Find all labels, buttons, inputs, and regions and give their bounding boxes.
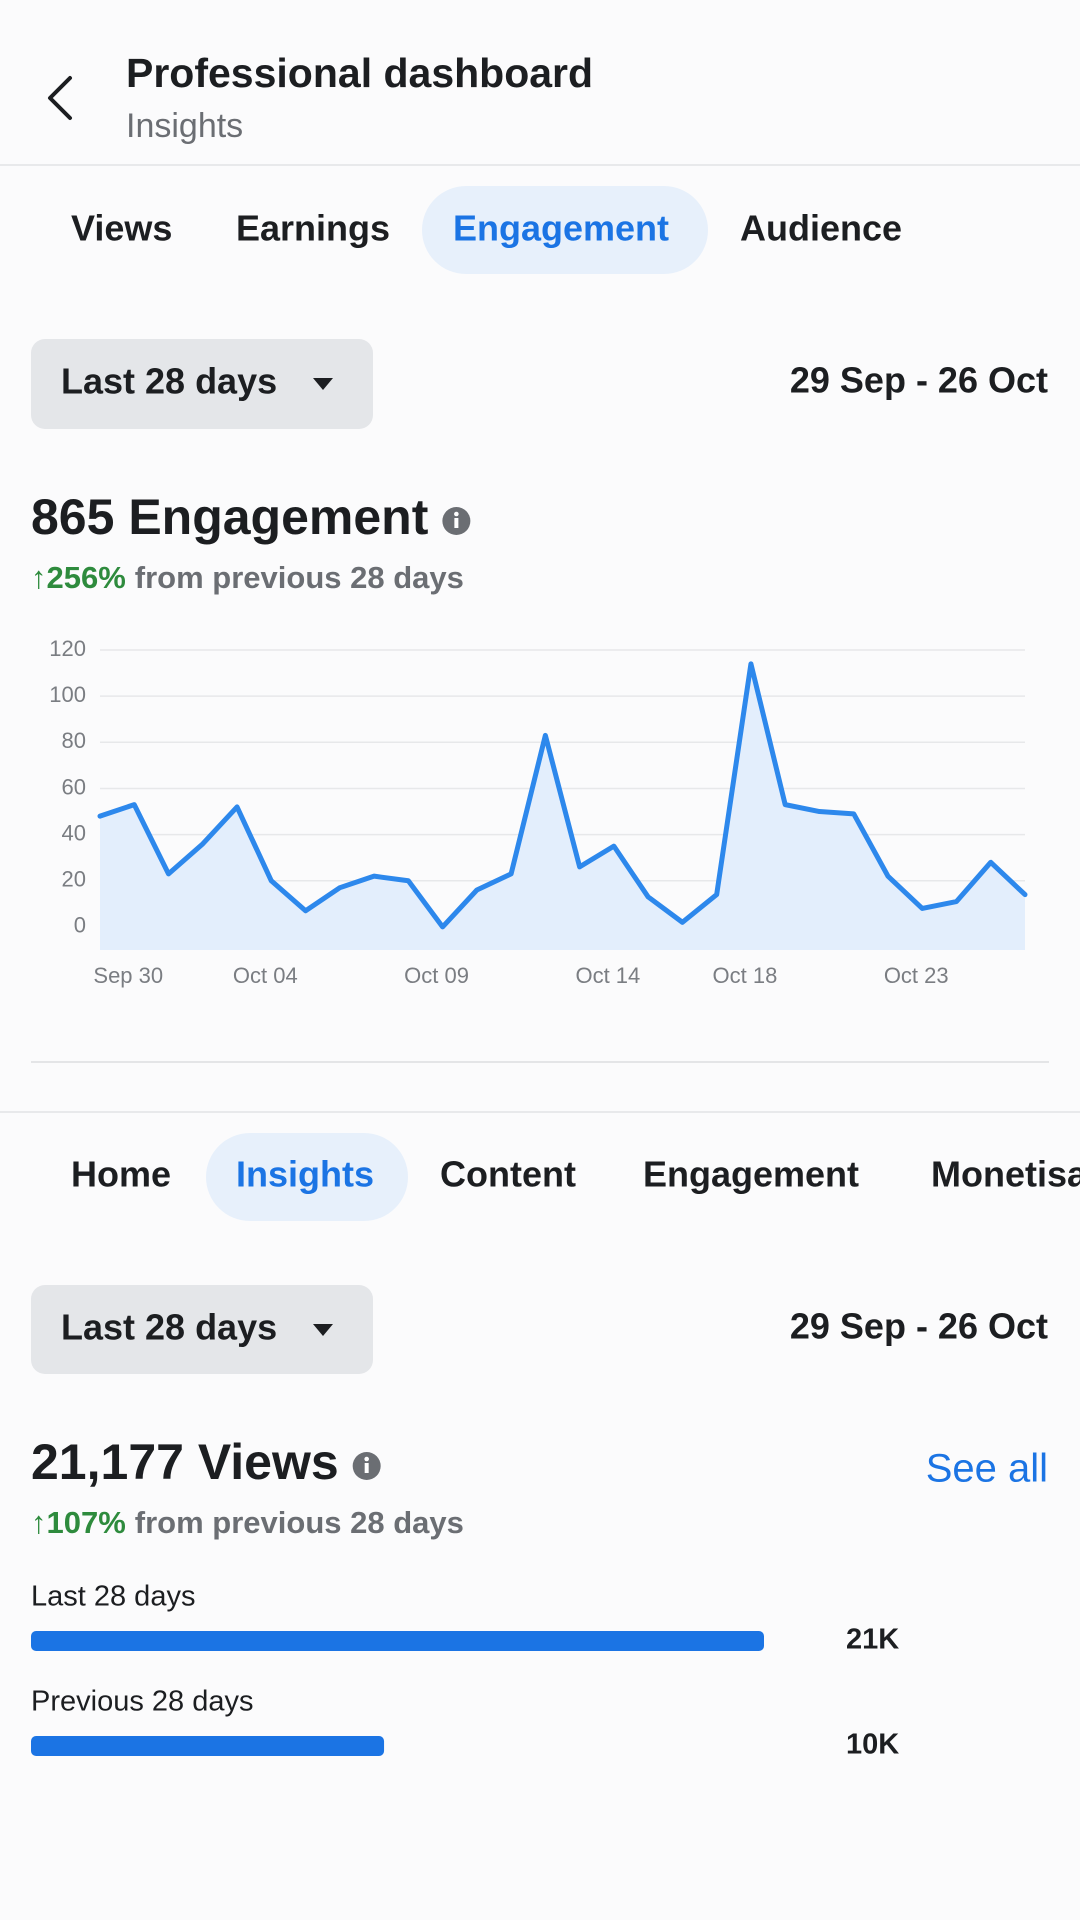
tab[interactable]: Audience [740,208,902,249]
info-stem [364,1463,369,1473]
headline: 865 Engagement [31,489,429,545]
y-tick-label: 80 [62,728,86,753]
date-range: 29 Sep - 26 Oct [790,360,1048,401]
page-title: Professional dashboard [126,50,593,96]
tab[interactable]: Engagement [453,208,669,249]
x-tick-label: Oct 09 [404,963,469,988]
back-button[interactable] [48,76,72,120]
x-tick-label: Oct 18 [713,963,778,988]
dropdown-caret [313,378,333,390]
range-button[interactable] [31,339,373,429]
info-icon[interactable] [442,507,471,535]
range-button-label: Last 28 days [61,361,277,402]
info-icon[interactable] [352,1452,381,1480]
tab[interactable]: Views [71,208,172,249]
y-tick-label: 40 [62,820,86,845]
tab[interactable]: Engagement [643,1154,859,1195]
change-line: ↑107% from previous 28 days [31,1505,464,1540]
change-value: ↑256% [31,560,126,595]
views-comparison-chart: Last 28 days 21K Previous 28 days 10K [31,1581,899,1761]
x-tick-label: Oct 14 [575,963,640,988]
info-dot [454,511,459,517]
tab[interactable]: Earnings [236,208,390,249]
bar [31,1631,764,1651]
line [97,661,1028,930]
engagement-chart: 0 20 40 60 80 100 120 Sep 30 Oct 04 Oct 09 Oct 14 O… [49,636,1028,988]
active-tab-pill [422,186,708,274]
bar-category: Previous 28 days [31,1686,253,1718]
range-button-label: Last 28 days [61,1307,277,1348]
change-note: from previous 28 days [135,560,464,595]
bar-category: Last 28 days [31,1581,195,1613]
date-range: 29 Sep - 26 Oct [790,1306,1048,1347]
info-dot [364,1456,369,1462]
y-tick-label: 20 [62,867,86,892]
bar [31,1736,385,1756]
bar-value-label: 10K [846,1729,899,1761]
change-line: ↑256% from previous 28 days [31,560,464,595]
change-value: ↑107% [31,1505,126,1540]
tab[interactable]: Insights [236,1154,374,1195]
tab[interactable]: Monetisation [931,1154,1080,1195]
y-tick-label: 0 [74,913,86,938]
bar-value-label: 21K [846,1624,899,1656]
y-tick-label: 60 [62,774,86,799]
x-tick-label: Sep 30 [93,963,163,988]
active-tab-pill [206,1133,408,1221]
y-tick-label: 120 [49,636,86,661]
change-note: from previous 28 days [135,1505,464,1540]
headline: 21,177 Views [31,1434,339,1490]
info-stem [454,518,459,528]
y-tick-label: 100 [49,682,86,707]
dropdown-caret [313,1324,333,1336]
x-tick-label: Oct 04 [233,963,298,988]
page-subtitle: Insights [126,107,243,145]
tab[interactable]: Content [440,1154,576,1195]
tab[interactable]: Home [71,1154,171,1195]
range-button[interactable] [31,1285,373,1374]
x-tick-label: Oct 23 [884,963,949,988]
see-all-link[interactable]: See all [926,1447,1048,1491]
